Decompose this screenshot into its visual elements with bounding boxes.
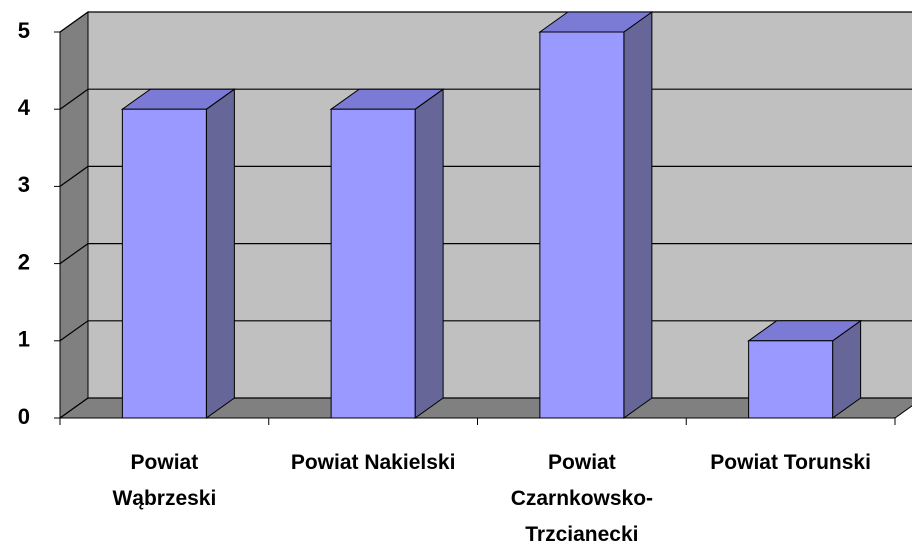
y-tick-label: 1 bbox=[18, 327, 30, 352]
bar-side bbox=[414, 88, 444, 419]
y-tick-label: 2 bbox=[18, 249, 30, 274]
bar bbox=[539, 31, 625, 419]
y-tick-label: 5 bbox=[18, 18, 30, 43]
bar bbox=[748, 340, 834, 419]
y-tick-label: 4 bbox=[18, 95, 31, 120]
y-tick-label: 0 bbox=[18, 404, 30, 429]
x-tick-label: Powiat Nakielski bbox=[290, 451, 456, 474]
x-tick-label: Powiat Czarnkowsko-Trzcianecki bbox=[510, 451, 654, 546]
side-wall bbox=[59, 11, 89, 419]
bar bbox=[330, 108, 416, 419]
x-tick-label: Powiat Wąbrzeski bbox=[112, 451, 217, 510]
x-tick-label: Powiat Torunski bbox=[710, 451, 871, 474]
y-tick-label: 3 bbox=[18, 172, 30, 197]
bar-side bbox=[205, 88, 235, 419]
bar-side bbox=[623, 11, 653, 419]
bar bbox=[121, 108, 207, 419]
